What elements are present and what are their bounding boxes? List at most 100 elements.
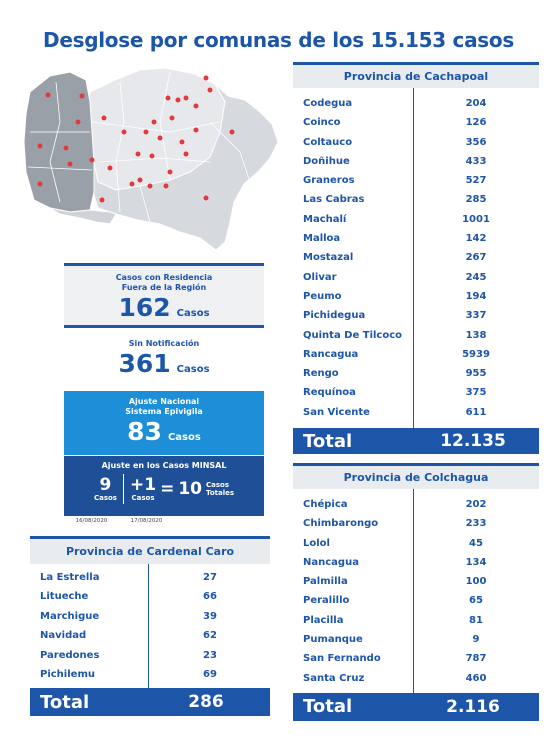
cardenal-caro-total-row: Total 286	[30, 688, 270, 717]
minsal-date-1: 16/08/2020	[75, 518, 108, 524]
colchagua-total-value: 2.116	[446, 696, 500, 717]
comuna-name: Lolol	[303, 537, 330, 549]
pin-icon	[151, 119, 157, 125]
comuna-cases: 5939	[462, 348, 490, 360]
ajuste-nacional-label-1: Ajuste Nacional	[128, 397, 200, 406]
region-map	[23, 67, 279, 251]
minsal-first-unit: Casos	[93, 494, 117, 502]
pin-icon	[37, 143, 43, 149]
pin-icon	[203, 75, 209, 81]
comuna-name: Peumo	[303, 290, 342, 302]
pin-icon	[193, 103, 199, 109]
cachapoal-table: Provincia de Cachapoal Codegua 204 Coinco 1…	[293, 62, 539, 455]
comuna-name: Peralillo	[303, 595, 350, 607]
table-row: Codegua 204	[293, 94, 539, 113]
table-row: Pumanque 9	[293, 630, 539, 649]
sin-notificacion-box: Sin Notificación 361 Casos	[64, 336, 264, 386]
table-row: Malloa 142	[293, 229, 539, 248]
comuna-name: Pichilemu	[40, 668, 95, 680]
fuera-region-box: Casos con Residencia Fuera de la Región …	[64, 263, 264, 328]
comuna-name: Graneros	[303, 175, 355, 187]
comuna-cases: 204	[465, 98, 487, 109]
minsal-first-value: 9	[99, 475, 112, 495]
comuna-cases: 27	[203, 572, 217, 583]
pin-icon	[175, 97, 181, 103]
colchagua-table: Provincia de Colchagua Chépica 202 Chimbar…	[293, 463, 539, 721]
table-row: Pichidegua 337	[293, 306, 539, 325]
table-row: Peralillo 65	[293, 591, 539, 610]
comuna-cases: 126	[465, 117, 487, 129]
fuera-region-unit: Casos	[176, 308, 210, 319]
minsal-second-unit: Casos	[131, 494, 155, 502]
comuna-cases: 194	[465, 290, 487, 302]
comuna-name: Requínoa	[303, 387, 356, 399]
comuna-name: Chimbarongo	[303, 518, 379, 530]
comuna-name: Malloa	[303, 233, 341, 245]
ajuste-nacional-box: Ajuste Nacional Sistema Epivigila 83 Cas…	[64, 391, 264, 455]
sin-notificacion-unit: Casos	[176, 364, 210, 375]
table-row: Coinco 126	[293, 113, 539, 132]
table-row: Olivar 245	[293, 268, 539, 287]
comuna-cases: 142	[465, 233, 487, 245]
comuna-cases: 100	[465, 576, 487, 588]
sin-notificacion-value: 361	[118, 349, 171, 378]
ajuste-minsal-label: Ajuste en los Casos MINSAL	[101, 461, 227, 470]
table-row: Chépica 202	[293, 495, 539, 514]
pin-icon	[121, 129, 127, 135]
colchagua-rows: Chépica 202 Chimbarongo 233 Lolol 45 Nancagua 1…	[293, 489, 539, 693]
table-row: Marchigue 39	[30, 607, 270, 626]
comuna-cases: 81	[469, 614, 483, 626]
pin-icon	[63, 145, 69, 151]
cardenal-caro-rows: La Estrella 27 Litueche 66 Marchigue 39 Navida…	[30, 564, 270, 689]
comuna-cases: 233	[465, 518, 487, 530]
pin-icon	[89, 157, 95, 163]
table-row: Nancagua 134	[293, 553, 539, 572]
pin-icon	[67, 161, 73, 167]
comuna-cases: 9	[472, 634, 480, 646]
table-row: Peumo 194	[293, 287, 539, 306]
pin-icon	[147, 183, 153, 189]
comuna-name: Las Cabras	[303, 194, 365, 206]
comuna-name: Mostazal	[303, 252, 354, 264]
table-row: Palmilla 100	[293, 572, 539, 591]
fuera-region-label-1: Casos con Residencia	[115, 273, 213, 282]
pin-icon	[129, 181, 135, 187]
comuna-name: Marchigue	[40, 610, 100, 622]
table-row: Rengo 955	[293, 364, 539, 383]
minsal-dates: 16/08/2020 17/08/2020	[64, 518, 174, 524]
pin-icon	[137, 177, 143, 183]
comuna-cases: 45	[469, 537, 483, 549]
comuna-cases: 134	[465, 556, 487, 568]
comuna-cases: 433	[465, 155, 487, 167]
table-row: La Estrella 27	[30, 568, 270, 587]
comuna-cases: 527	[465, 175, 487, 187]
table-row: San Vicente 611	[293, 403, 539, 422]
pin-icon	[207, 87, 213, 93]
minsal-total-label-2: Totales	[205, 489, 235, 497]
pin-icon	[165, 95, 171, 101]
pin-icon	[45, 92, 51, 98]
comuna-cases: 23	[203, 649, 217, 661]
pin-icon	[37, 181, 43, 187]
comuna-name: Palmilla	[303, 576, 348, 588]
table-row: Machalí 1001	[293, 210, 539, 229]
comuna-name: Pichidegua	[303, 310, 366, 322]
pin-icon	[229, 129, 235, 135]
comuna-name: San Vicente	[303, 406, 370, 418]
minsal-total-value: 10	[178, 479, 202, 499]
table-row: San Fernando 787	[293, 649, 539, 668]
table-row: Mostazal 267	[293, 248, 539, 267]
pin-icon	[99, 197, 105, 203]
comuna-cases: 69	[203, 668, 217, 680]
pin-icon	[143, 129, 149, 135]
cachapoal-rows: Codegua 204 Coinco 126 Coltauco 356 Doñihue 433…	[293, 88, 539, 429]
pin-icon	[101, 115, 107, 121]
ajuste-nacional-label-2: Sistema Epivigila	[125, 407, 203, 416]
comuna-name: Rengo	[303, 368, 339, 380]
comuna-cases: 39	[203, 610, 217, 622]
table-row: Rancagua 5939	[293, 345, 539, 364]
table-row: Paredones 23	[30, 646, 270, 665]
pin-icon	[107, 165, 113, 171]
fuera-region-value: 162	[118, 293, 171, 322]
comuna-name: Paredones	[40, 649, 100, 661]
